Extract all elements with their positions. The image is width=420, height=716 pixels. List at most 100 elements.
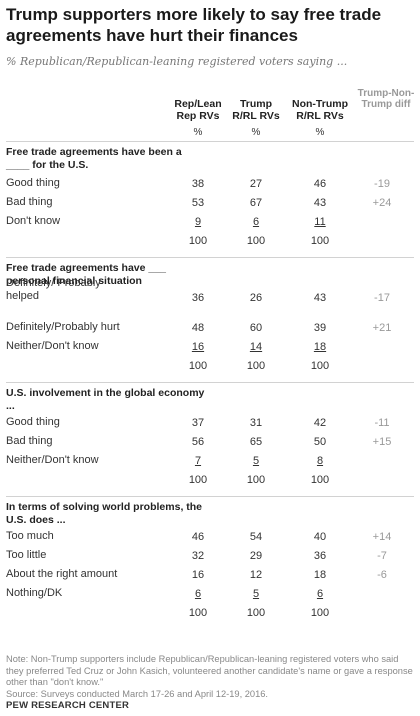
diff-value: -6 xyxy=(377,569,387,581)
cell-value: 46 xyxy=(191,531,205,543)
section-divider xyxy=(6,257,414,258)
header-diff: Trump-Non-Trump diff xyxy=(357,88,415,110)
note-text: Note: Non-Trump supporters include Repub… xyxy=(6,654,413,687)
cell-value: 12 xyxy=(249,569,263,581)
cell-value: 46 xyxy=(313,178,327,190)
diff-value: -11 xyxy=(374,417,390,429)
row-label: Bad thing xyxy=(6,196,53,208)
row-label: Good thing xyxy=(6,416,60,428)
cell-value: 100 xyxy=(310,474,330,486)
cell-value: 14 xyxy=(249,341,263,353)
cell-value: 16 xyxy=(191,569,205,581)
cell-value: 7 xyxy=(194,455,202,467)
chart-subtitle: % Republican/Republican-leaning register… xyxy=(6,55,348,68)
credit: PEW RESEARCH CENTER xyxy=(6,700,130,711)
section-title: U.S. involvement in the global economy .… xyxy=(6,387,205,412)
section-title: Free trade agreements have ___ personal … xyxy=(6,262,166,287)
row-label: Don't know xyxy=(6,215,61,227)
diff-value: +21 xyxy=(372,322,392,334)
table-row: Neither/Don't know 16 14 18 xyxy=(0,340,420,356)
cell-value: 65 xyxy=(249,436,263,448)
cell-value: 60 xyxy=(249,322,263,334)
section-divider xyxy=(6,382,414,383)
diff-value: -7 xyxy=(377,550,387,562)
row-label: Bad thing xyxy=(6,435,53,447)
cell-value: 32 xyxy=(191,550,205,562)
cell-value: 100 xyxy=(246,235,266,247)
table-row: Too much 46 54 40 +14 xyxy=(0,530,420,546)
cell-value: 5 xyxy=(252,455,260,467)
cell-value: 100 xyxy=(188,360,208,372)
row-label: Too little xyxy=(6,549,47,561)
diff-value: +14 xyxy=(372,531,392,543)
total-row: 100 100 100 xyxy=(0,359,420,375)
source-text: Source: Surveys conducted March 17-26 an… xyxy=(6,688,269,699)
cell-value: 6 xyxy=(194,588,202,600)
table-row: Definitely/Probably hurt 48 60 39 +21 xyxy=(0,321,420,337)
cell-value: 11 xyxy=(314,216,326,228)
header-non-trump: Non-Trump R/RL RVs xyxy=(292,98,348,122)
cell-value: 36 xyxy=(313,550,327,562)
cell-value: 100 xyxy=(246,360,266,372)
pct-label: % xyxy=(251,127,261,138)
table-row: Neither/Don't know 7 5 8 xyxy=(0,454,420,470)
cell-value: 36 xyxy=(191,292,205,304)
cell-value: 6 xyxy=(316,588,324,600)
row-label: Neither/Don't know xyxy=(6,340,99,352)
cell-value: 100 xyxy=(246,607,266,619)
cell-value: 27 xyxy=(249,178,263,190)
cell-value: 8 xyxy=(316,455,324,467)
cell-value: 6 xyxy=(252,216,260,228)
section-divider xyxy=(6,141,414,142)
section-title: In terms of solving world problems, the … xyxy=(6,501,203,526)
cell-value: 50 xyxy=(313,436,327,448)
pct-label: % xyxy=(193,127,203,138)
row-label: Nothing/DK xyxy=(6,587,63,599)
cell-value: 53 xyxy=(191,197,205,209)
chart-title: Trump supporters more likely to say free… xyxy=(6,5,382,45)
cell-value: 100 xyxy=(310,235,330,247)
cell-value: 37 xyxy=(191,417,205,429)
row-label: About the right amount xyxy=(6,568,118,580)
table-row: Definitely/ Probably helped 36 26 43 -17 xyxy=(0,277,420,307)
cell-value: 100 xyxy=(188,474,208,486)
table-row: Good thing 37 31 42 -11 xyxy=(0,416,420,432)
cell-value: 43 xyxy=(313,197,327,209)
cell-value: 100 xyxy=(246,474,266,486)
total-row: 100 100 100 xyxy=(0,606,420,622)
cell-value: 16 xyxy=(191,341,205,353)
diff-value: -17 xyxy=(374,292,390,304)
table-row: Nothing/DK 6 5 6 xyxy=(0,587,420,603)
cell-value: 18 xyxy=(313,569,327,581)
total-row: 100 100 100 xyxy=(0,234,420,250)
cell-value: 42 xyxy=(313,417,327,429)
row-label: Definitely/ Probably helped xyxy=(6,277,101,302)
cell-value: 29 xyxy=(249,550,263,562)
row-label: Neither/Don't know xyxy=(6,454,99,466)
table-row: Don't know 9 6 11 xyxy=(0,215,420,231)
cell-value: 5 xyxy=(252,588,260,600)
header-trump: Trump R/RL RVs xyxy=(232,98,280,122)
cell-value: 18 xyxy=(313,341,327,353)
pct-label: % xyxy=(315,127,325,138)
cell-value: 39 xyxy=(313,322,327,334)
section-divider xyxy=(6,496,414,497)
cell-value: 100 xyxy=(188,235,208,247)
section-title: Free trade agreements have been a ____ f… xyxy=(6,146,182,171)
diff-value: +24 xyxy=(372,197,392,209)
cell-value: 100 xyxy=(310,607,330,619)
cell-value: 9 xyxy=(194,216,202,228)
header-rep-lean-rep: Rep/Lean Rep RVs xyxy=(174,98,222,122)
cell-value: 48 xyxy=(191,322,205,334)
cell-value: 54 xyxy=(249,531,263,543)
table-row: Bad thing 53 67 43 +24 xyxy=(0,196,420,212)
total-row: 100 100 100 xyxy=(0,473,420,489)
cell-value: 56 xyxy=(191,436,205,448)
row-label: Too much xyxy=(6,530,54,542)
cell-value: 43 xyxy=(313,292,327,304)
diff-value: +15 xyxy=(372,436,392,448)
table-row: About the right amount 16 12 18 -6 xyxy=(0,568,420,584)
cell-value: 100 xyxy=(188,607,208,619)
cell-value: 100 xyxy=(310,360,330,372)
cell-value: 26 xyxy=(249,292,263,304)
